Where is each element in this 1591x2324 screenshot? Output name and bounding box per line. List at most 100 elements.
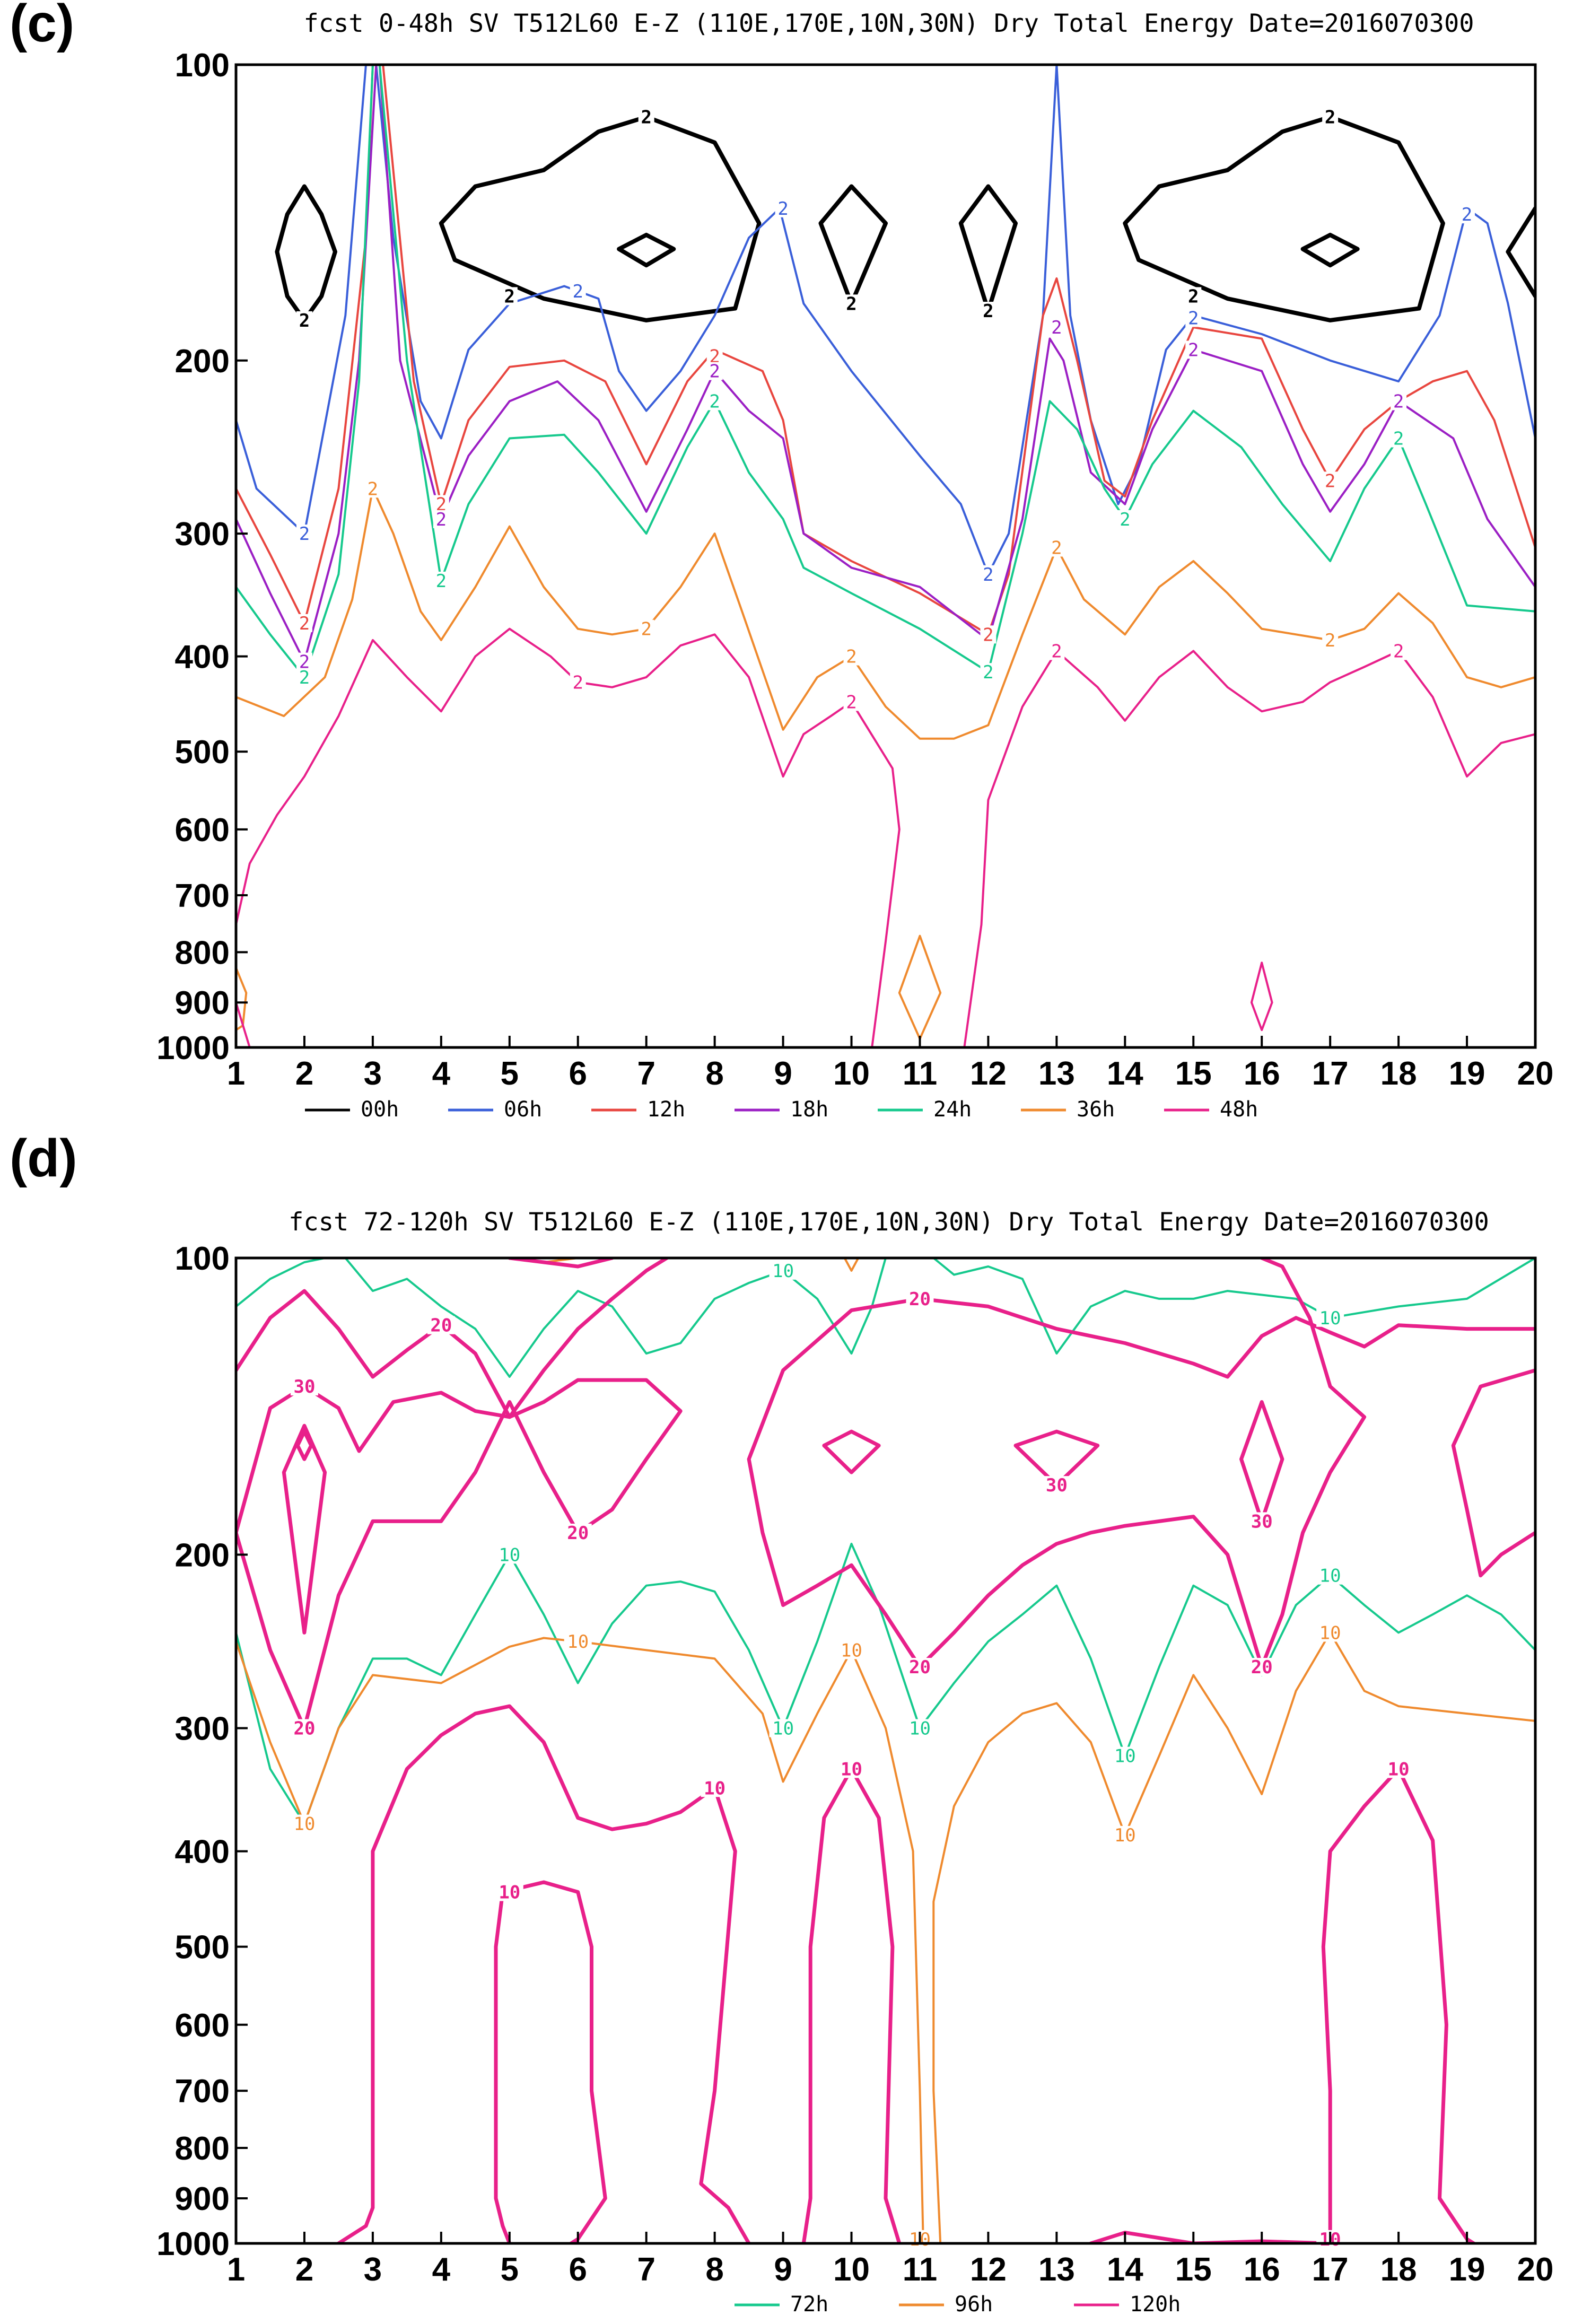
contour-label-bg bbox=[906, 1719, 934, 1737]
contour-label-12h: 2 bbox=[1325, 470, 1335, 492]
x-tick-label: 16 bbox=[1244, 1055, 1280, 1092]
contour-label-06h: 2 bbox=[983, 564, 993, 586]
y-axis-d: 100 200 300 400 500 600 700 800 900 1000 bbox=[156, 1240, 248, 2262]
y-tick-label: 500 bbox=[175, 734, 230, 771]
contour-label-bg bbox=[843, 647, 860, 666]
x-tick-label: 17 bbox=[1312, 2251, 1349, 2288]
contour-label-12h: 2 bbox=[299, 613, 310, 634]
contour-label-bg bbox=[1459, 205, 1475, 224]
x-tick-label: 11 bbox=[903, 1055, 938, 1092]
contour-label-bg bbox=[1048, 538, 1065, 557]
x-tick-label: 14 bbox=[1107, 1055, 1143, 1092]
contour-label-18h: 2 bbox=[1393, 391, 1404, 413]
contour-label-72h: 10 bbox=[1319, 1566, 1341, 1587]
x-tick-label: 12 bbox=[970, 1055, 1007, 1092]
contour-line-00h bbox=[1123, 115, 1445, 322]
y-tick-label: 200 bbox=[175, 343, 230, 380]
contour-label-bg bbox=[290, 1377, 318, 1396]
contour-label-bg bbox=[906, 1289, 934, 1308]
contour-label-96h: 10 bbox=[1114, 1825, 1136, 1846]
plot-frame-d bbox=[234, 1256, 1537, 2245]
contour-line-00h bbox=[1300, 232, 1360, 268]
y-tick-label: 800 bbox=[175, 2130, 230, 2167]
contour-line-36h bbox=[236, 967, 248, 1032]
x-tick-label: 4 bbox=[432, 1055, 451, 1092]
contour-label-18h: 2 bbox=[436, 509, 447, 530]
contour-label-06h: 2 bbox=[572, 281, 583, 302]
contour-label-bg bbox=[296, 668, 312, 686]
contour-line-06h bbox=[375, 65, 1535, 575]
contour-label-96h: 10 bbox=[1319, 1622, 1341, 1644]
legend-d: 72h 96h 120h bbox=[735, 2292, 1181, 2317]
contour-label-bg bbox=[433, 510, 449, 528]
contour-line-00h bbox=[1506, 206, 1535, 299]
x-tick-label: 20 bbox=[1517, 1055, 1554, 1092]
y-tick-label: 800 bbox=[175, 934, 230, 971]
panel-label-c: (c) bbox=[10, 0, 74, 53]
y-tick-label: 400 bbox=[175, 1834, 230, 1871]
contour-label-bg bbox=[775, 199, 791, 217]
contour-line-96h bbox=[843, 1258, 860, 1272]
contour-label-48h: 2 bbox=[1051, 641, 1062, 662]
x-tick-label: 11 bbox=[903, 2251, 938, 2288]
series-120h bbox=[236, 1258, 1535, 2243]
x-tick-label: 19 bbox=[1449, 1055, 1485, 1092]
contour-label-72h: 10 bbox=[1319, 1308, 1341, 1329]
contour-label-18h: 2 bbox=[1188, 339, 1199, 361]
legend-c: 00h 06h 12h 18h 24h 36h 48h bbox=[305, 1097, 1258, 1122]
contour-label-bg bbox=[570, 282, 586, 301]
x-tick-label: 3 bbox=[364, 2251, 382, 2288]
contour-line-48h bbox=[1250, 962, 1273, 1032]
legend-label-12h: 12h bbox=[647, 1097, 685, 1122]
contour-label-00h: 2 bbox=[983, 301, 993, 322]
contour-label-bg bbox=[980, 663, 996, 682]
y-tick-label: 1000 bbox=[156, 2226, 230, 2262]
plot-frame-c bbox=[234, 63, 1537, 1049]
contour-label-06h: 2 bbox=[1462, 204, 1472, 225]
x-tick-label: 8 bbox=[705, 2251, 723, 2288]
y-tick-label: 100 bbox=[175, 47, 230, 84]
panel-c: (c) fcst 0-48h SV T512L60 E-Z (110E,170E… bbox=[10, 0, 1553, 1122]
contour-label-bg bbox=[296, 311, 312, 329]
x-tick-label: 6 bbox=[569, 2251, 587, 2288]
contour-label-bg bbox=[296, 525, 312, 543]
legend-label-06h: 06h bbox=[504, 1097, 542, 1122]
contour-lines-c bbox=[236, 65, 1535, 1047]
x-tick-label: 16 bbox=[1244, 2251, 1280, 2288]
contour-label-bg bbox=[495, 1545, 523, 1564]
legend-label-120h: 120h bbox=[1130, 2292, 1181, 2317]
contour-label-bg bbox=[296, 614, 312, 632]
y-tick-label: 400 bbox=[175, 639, 230, 676]
contour-label-18h: 2 bbox=[299, 652, 310, 673]
contour-label-00h: 2 bbox=[1325, 107, 1335, 128]
contour-label-bg bbox=[1391, 642, 1407, 660]
contour-line-120h bbox=[1089, 2231, 1332, 2243]
contour-label-bg bbox=[1111, 1825, 1139, 1844]
contour-label-bg bbox=[501, 287, 518, 305]
contour-line-120h bbox=[236, 1378, 683, 1730]
contour-label-bg bbox=[837, 1641, 866, 1659]
contour-label-72h: 10 bbox=[1114, 1746, 1136, 1767]
contour-line-72h bbox=[236, 1258, 326, 1308]
plot-area-c: 2 2 2 2 2 2 2 2 2 2 2 2 2 2 2 2 2 2 2 2 2 2 2 2 2 2 2 2 2 2 2 2 2 2 2 2 2 2 2 1… bbox=[156, 47, 1553, 1122]
contour-line-120h bbox=[336, 1704, 751, 2243]
x-tick-label: 18 bbox=[1380, 1055, 1417, 1092]
contour-label-bg bbox=[564, 1523, 592, 1542]
contour-label-bg bbox=[1316, 1308, 1344, 1327]
contour-label-bg bbox=[1048, 642, 1065, 660]
contour-label-72h: 10 bbox=[772, 1718, 794, 1739]
contour-label-36h: 2 bbox=[641, 619, 651, 640]
contour-label-bg bbox=[769, 1719, 797, 1737]
contour-line-120h bbox=[236, 1258, 669, 1419]
chart-title-c: fcst 0-48h SV T512L60 E-Z (110E,170E,10N… bbox=[303, 9, 1474, 38]
legend-label-36h: 36h bbox=[1077, 1097, 1115, 1122]
x-tick-label: 1 bbox=[227, 2251, 245, 2288]
contour-label-24h: 2 bbox=[1393, 429, 1404, 450]
y-tick-label: 600 bbox=[175, 812, 230, 849]
x-tick-label: 19 bbox=[1449, 2251, 1485, 2288]
contour-line-120h bbox=[1321, 1767, 1476, 2243]
contour-label-bg bbox=[1385, 1760, 1413, 1778]
